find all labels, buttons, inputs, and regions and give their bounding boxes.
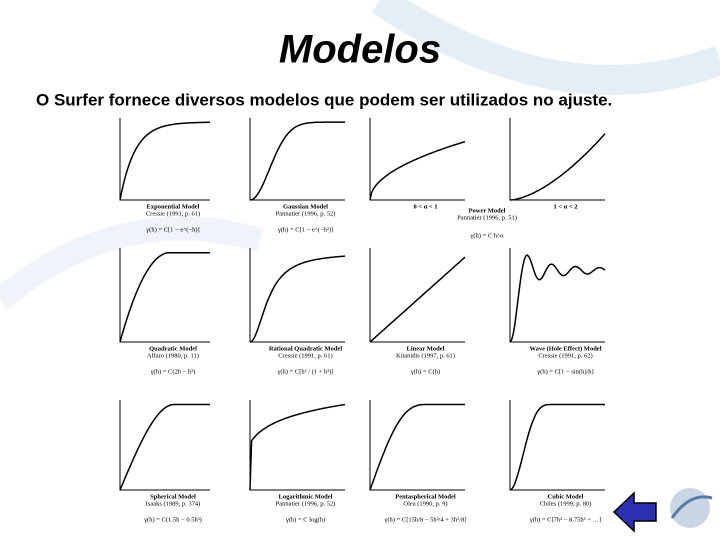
model-formula: γ(h) = C[7h² − 8.75h³ + …] bbox=[529, 516, 601, 523]
model-formula: γ(h) = C(h) bbox=[410, 368, 440, 375]
model-curve bbox=[249, 255, 346, 343]
model-curve bbox=[369, 403, 465, 491]
model-curve bbox=[249, 403, 346, 491]
model-formula: γ(h) = C(2h − h²) bbox=[150, 368, 196, 375]
decor bbox=[0, 216, 264, 310]
model-name: Spherical Model bbox=[150, 493, 196, 500]
back-arrow[interactable] bbox=[612, 491, 657, 533]
model-formula: γ(h) = C(1.5h − 0.5h³) bbox=[143, 516, 202, 523]
model-name: Logarithmic Model bbox=[279, 493, 333, 500]
model-name: Gaussian Model bbox=[283, 203, 328, 210]
model-curve bbox=[119, 403, 210, 491]
model-name: 0 < α < 1 bbox=[413, 203, 437, 210]
logo-globe bbox=[670, 488, 710, 528]
model-curve bbox=[509, 254, 606, 343]
model-curve bbox=[119, 251, 210, 343]
title: Modelos bbox=[279, 28, 441, 72]
model-formula: γ(h) = C[1 − e^(−h)] bbox=[145, 226, 199, 233]
logo bbox=[670, 488, 713, 528]
model-name: Rational Quadratic Model bbox=[269, 345, 342, 352]
model-formula: γ(h) = C[h² / (1 + h²)] bbox=[277, 368, 334, 375]
model-ref: Cressie (1991, p. 62) bbox=[538, 352, 592, 359]
model-curve bbox=[369, 140, 466, 201]
subtitle: O Surfer fornece diversos modelos que po… bbox=[36, 90, 612, 109]
model-formula: γ(h) = C[15h/8 − 5h³/4 + 3h⁵/8] bbox=[384, 516, 467, 523]
model-formula: γ(h) = C[1 − sin(h)/h] bbox=[536, 368, 593, 375]
model-formula: γ(h) = C[1 − e^(−h²)] bbox=[277, 226, 333, 233]
model-curve bbox=[119, 121, 210, 201]
model-ref: Cressie (1991, p. 61) bbox=[278, 352, 332, 359]
decor bbox=[371, 0, 720, 95]
model-ref: Kitanidis (1997, p. 61) bbox=[396, 352, 455, 359]
model-formula: γ(h) = C log(h) bbox=[285, 516, 325, 523]
model-name: Power Model bbox=[469, 207, 506, 214]
model-ref: Pannatier (1996, p. 52) bbox=[276, 210, 336, 217]
model-curve bbox=[369, 256, 466, 343]
model-name: Linear Model bbox=[407, 345, 445, 352]
model-name: 1 < α < 2 bbox=[553, 203, 577, 210]
model-ref: Pannatier (1996, p. 52) bbox=[276, 500, 336, 507]
model-curve bbox=[249, 121, 345, 201]
back-button[interactable] bbox=[612, 491, 657, 533]
model-formula: γ(h) = C h^α bbox=[469, 232, 504, 239]
model-curve bbox=[509, 403, 605, 491]
model-name: Quadratic Model bbox=[149, 345, 197, 352]
model-name: Wave (Hole Effect) Model bbox=[529, 345, 601, 352]
model-ref: Olea (1990, p. 9) bbox=[403, 500, 447, 507]
model-name: Cubic Model bbox=[548, 493, 584, 500]
model-ref: Pannatier (1996, p. 51) bbox=[457, 214, 517, 221]
model-ref: Alfaro (1980, p. 11) bbox=[147, 352, 199, 359]
model-curve bbox=[509, 133, 606, 201]
logo-swoosh bbox=[670, 495, 713, 519]
model-ref: Isaaks (1989, p. 374) bbox=[146, 500, 201, 507]
model-ref: Cressie (1991, p. 61) bbox=[146, 210, 200, 217]
model-name: Pentaspherical Model bbox=[395, 493, 456, 500]
model-name: Exponential Model bbox=[147, 203, 200, 210]
model-ref: Chiles (1999, p. 80) bbox=[540, 500, 592, 507]
